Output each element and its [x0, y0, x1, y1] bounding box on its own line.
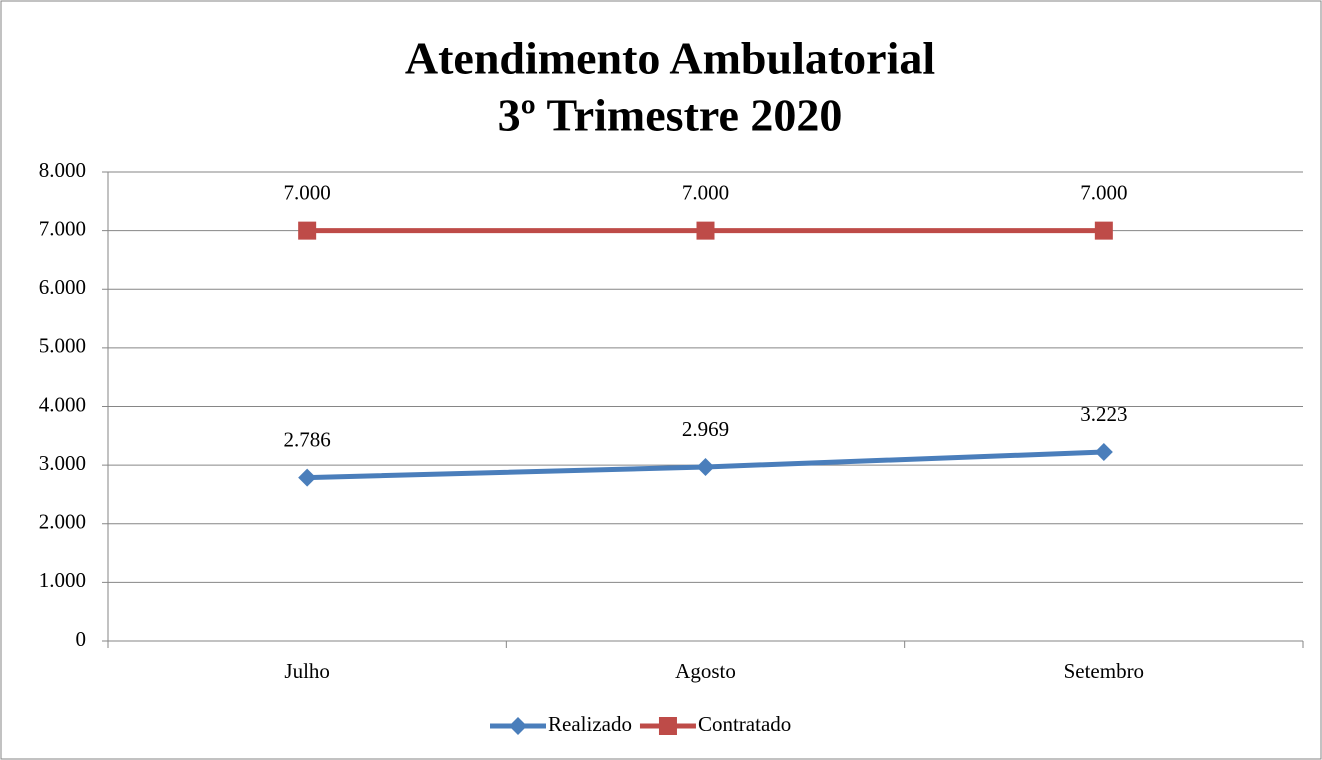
- y-tick-label: 5.000: [39, 334, 86, 358]
- data-label: 7.000: [284, 180, 331, 204]
- data-label: 7.000: [1080, 180, 1127, 204]
- data-label: 3.223: [1080, 402, 1127, 426]
- data-point: [1094, 443, 1113, 462]
- data-point: [298, 221, 317, 240]
- data-point: [696, 221, 715, 240]
- legend-marker: [658, 717, 677, 735]
- x-tick-label: Julho: [284, 659, 330, 683]
- y-tick-label: 4.000: [39, 392, 86, 416]
- legend-label: Contratado: [698, 712, 791, 736]
- x-tick-label: Agosto: [675, 659, 736, 683]
- data-label: 2.969: [682, 417, 729, 441]
- chart-title: 3º Trimestre 2020: [498, 90, 843, 141]
- x-tick-label: Setembro: [1064, 659, 1144, 683]
- data-label: 2.786: [284, 427, 331, 451]
- y-tick-label: 0: [76, 627, 87, 651]
- legend-marker: [509, 717, 527, 735]
- data-label: 7.000: [682, 180, 729, 204]
- y-tick-label: 3.000: [39, 451, 86, 475]
- y-tick-label: 7.000: [39, 216, 86, 240]
- y-tick-label: 6.000: [39, 275, 86, 299]
- y-tick-label: 1.000: [39, 568, 86, 592]
- y-tick-label: 8.000: [39, 158, 86, 182]
- chart-title: Atendimento Ambulatorial: [405, 33, 935, 84]
- data-point: [298, 468, 317, 487]
- data-point: [696, 457, 715, 476]
- y-tick-label: 2.000: [39, 510, 86, 534]
- legend-label: Realizado: [548, 712, 632, 736]
- data-point: [1094, 221, 1113, 240]
